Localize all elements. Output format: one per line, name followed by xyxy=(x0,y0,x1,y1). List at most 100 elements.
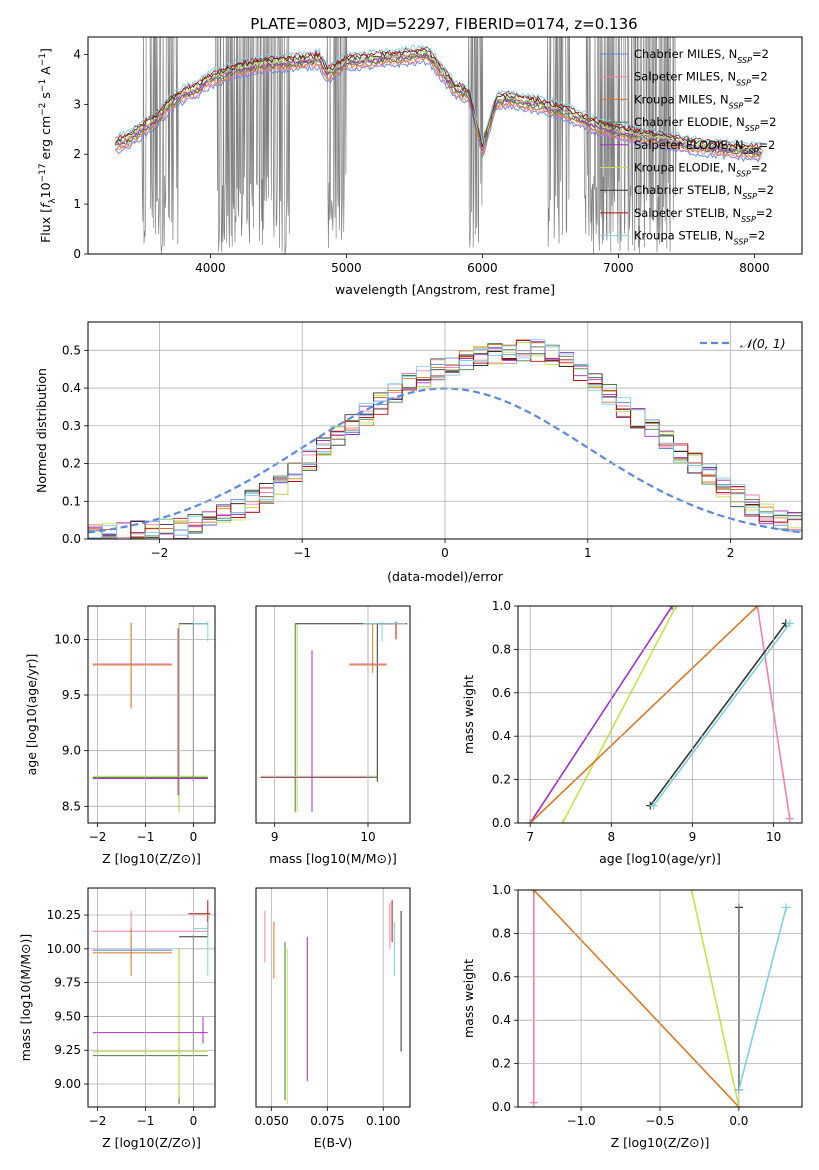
age-weight-panel: 7 8 9 10 0.0 0.2 0.4 0.6 0.8 1.0 age [log10(age/yr… xyxy=(461,599,803,866)
model-line-chabrier_stelib xyxy=(114,48,762,151)
axes-frame xyxy=(87,36,803,255)
x-tick-label: 7000 xyxy=(603,261,634,275)
weight-segment-kroupa_elodie xyxy=(690,890,740,1107)
y-axis-label: Flux [fλ10−17 erg cm−2 s−1 A−1] xyxy=(38,48,58,243)
x-tick-label: −1 xyxy=(137,1114,155,1128)
weight-marker-salpeter_miles xyxy=(529,1098,538,1107)
x-tick-label: 0.050 xyxy=(254,1114,288,1128)
y-tick-label: 9.75 xyxy=(54,976,81,990)
x-tick-label: 1 xyxy=(584,546,592,560)
x-tick-label: 2 xyxy=(727,546,735,560)
x-tick-label: 0 xyxy=(190,830,198,844)
x-axis-label: Z [log10(Z/Z⊙)] xyxy=(611,1135,710,1150)
y-tick-label: 0.0 xyxy=(62,532,81,546)
y-tick-label: 9.25 xyxy=(54,1043,81,1057)
weight-segment-salpeter_elodie xyxy=(529,606,673,823)
y-tick-label: 0.6 xyxy=(492,970,511,984)
axes-frame xyxy=(87,887,216,1108)
legend-label-chabrier_elodie: Chabrier ELODIE, NSSP=2 xyxy=(634,115,776,133)
y-tick-label: 0.8 xyxy=(492,926,511,940)
x-tick-label: 0 xyxy=(190,1114,198,1128)
mass-age-panel: 9 10 mass [log10(M/M⊙)] xyxy=(255,605,411,866)
spectrum-panel-plot-area xyxy=(114,37,763,254)
legend-label-kroupa_stelib: Kroupa STELIB, NSSP=2 xyxy=(634,229,765,247)
y-axis-label: mass weight xyxy=(461,959,476,1038)
x-tick-label: 5000 xyxy=(331,261,362,275)
y-tick-label: 0.6 xyxy=(492,686,511,700)
y-tick-label: 0.0 xyxy=(492,1100,511,1114)
extinction-mass-panel-plot-area xyxy=(264,900,402,1105)
x-tick-label: 10 xyxy=(766,830,781,844)
y-tick-label: 9.50 xyxy=(54,1009,81,1023)
y-tick-label: 0.1 xyxy=(62,494,81,508)
weight-segment-chabrier_stelib xyxy=(649,622,787,807)
y-axis-label: Normed distribution xyxy=(34,368,49,493)
x-tick-label: 0.0 xyxy=(729,1114,748,1128)
x-tick-label: 7 xyxy=(526,830,534,844)
y-tick-label: 10.0 xyxy=(54,632,81,646)
weight-segment-kroupa_elodie xyxy=(561,606,677,823)
x-tick-label: 0.075 xyxy=(310,1114,344,1128)
y-tick-label: 0.5 xyxy=(62,343,81,357)
legend-label-salpeter_miles: Salpeter MILES, NSSP=2 xyxy=(634,70,768,88)
y-tick-label: 0 xyxy=(73,247,81,261)
y-tick-label: 8.5 xyxy=(62,799,81,813)
weight-marker-kroupa_miles xyxy=(529,890,538,894)
x-tick-label: 9 xyxy=(271,830,279,844)
x-axis-label: Z [log10(Z/Z⊙)] xyxy=(102,1135,201,1150)
weight-marker-kroupa_elodie xyxy=(558,819,567,823)
x-tick-label: 0.100 xyxy=(366,1114,400,1128)
x-tick-label: −1.0 xyxy=(567,1114,596,1128)
legend-label-salpeter_elodie: Salpeter ELODIE, NSSP=2 xyxy=(634,138,775,156)
y-tick-label: 1.0 xyxy=(492,599,511,613)
x-tick-label: 8000 xyxy=(739,261,770,275)
model-line-chabrier_elodie xyxy=(115,54,762,157)
y-tick-label: 9.0 xyxy=(62,744,81,758)
x-tick-label: 8 xyxy=(607,830,615,844)
y-tick-label: 0.2 xyxy=(62,457,81,471)
x-tick-label: −0.5 xyxy=(645,1114,674,1128)
metallicity-weight-panel: −1.0 −0.5 0.0 0.0 0.2 0.4 0.6 0.8 1.0 Z [log10(Z/… xyxy=(461,883,803,1150)
x-tick-label: −1 xyxy=(293,546,311,560)
x-tick-label: 0 xyxy=(441,546,449,560)
x-tick-label: −1 xyxy=(137,830,155,844)
weight-marker-salpeter_elodie xyxy=(668,606,677,610)
metallicity-mass-panel-plot-area xyxy=(92,900,211,1105)
model-line-kroupa_miles xyxy=(115,56,762,159)
metallicity-age-panel: −2 −1 0 8.5 9.0 9.5 10.0 Z [log10(Z/Z⊙)] age [lo… xyxy=(24,605,216,866)
weight-marker-kroupa_stelib xyxy=(782,903,791,912)
legend-label-normal: 𝒩(0, 1) xyxy=(740,336,786,351)
y-tick-label: 0.3 xyxy=(62,419,81,433)
y-tick-label: 1.0 xyxy=(492,883,511,897)
weight-marker-kroupa_stelib xyxy=(649,801,658,810)
extinction-mass-panel: 0.050 0.075 0.100 E(B-V) xyxy=(254,887,411,1150)
axes-frame xyxy=(517,605,803,824)
y-tick-label: 9.5 xyxy=(62,688,81,702)
legend-label-kroupa_elodie: Kroupa ELODIE, NSSP=2 xyxy=(634,161,768,179)
axes-frame xyxy=(87,605,216,824)
y-tick-label: 10.25 xyxy=(47,908,81,922)
x-tick-label: −2 xyxy=(89,830,107,844)
legend-label-chabrier_miles: Chabrier MILES, NSSP=2 xyxy=(634,47,769,65)
residual-histogram-panel: −2 −1 0 1 2 0.0 0.1 0.2 0.3 0.4 0.5 (data-model)/er… xyxy=(34,321,803,584)
y-tick-label: 2 xyxy=(73,147,81,161)
weight-marker-salpeter_miles xyxy=(785,814,794,823)
x-tick-label: −2 xyxy=(89,1114,107,1128)
model-line-salpeter_miles xyxy=(115,57,762,161)
x-tick-label: 10 xyxy=(360,830,375,844)
y-tick-label: 1 xyxy=(73,197,81,211)
axes-frame xyxy=(255,887,411,1108)
weight-marker-salpeter_miles xyxy=(753,606,762,610)
weight-segment-kroupa_miles xyxy=(529,606,758,823)
legend-label-chabrier_stelib: Chabrier STELIB, NSSP=2 xyxy=(634,183,774,201)
x-axis-label: (data-model)/error xyxy=(387,569,504,584)
spectrum-panel: 4000 5000 6000 7000 8000 0 1 2 3 4 wavelength [Ang… xyxy=(38,36,803,297)
y-tick-label: 4 xyxy=(73,47,81,61)
x-tick-label: 6000 xyxy=(467,261,498,275)
x-tick-label: 4000 xyxy=(195,261,226,275)
y-tick-label: 9.00 xyxy=(54,1077,81,1091)
age-weight-panel-plot-area xyxy=(526,606,794,823)
weight-marker-kroupa_elodie xyxy=(687,890,696,894)
y-axis-label: mass [log10(M/M⊙)] xyxy=(18,934,33,1062)
